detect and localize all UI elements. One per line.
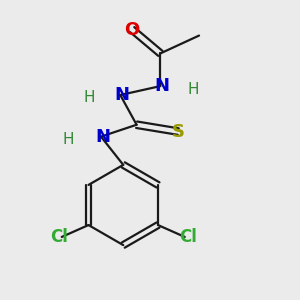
Text: O: O	[124, 21, 140, 39]
Text: N: N	[114, 86, 129, 104]
Text: N: N	[95, 128, 110, 146]
Text: H: H	[62, 132, 74, 147]
Text: Cl: Cl	[179, 228, 197, 246]
Text: H: H	[187, 82, 199, 97]
Text: Cl: Cl	[50, 228, 68, 246]
Text: H: H	[83, 91, 95, 106]
Text: N: N	[154, 77, 169, 95]
Text: S: S	[172, 123, 185, 141]
